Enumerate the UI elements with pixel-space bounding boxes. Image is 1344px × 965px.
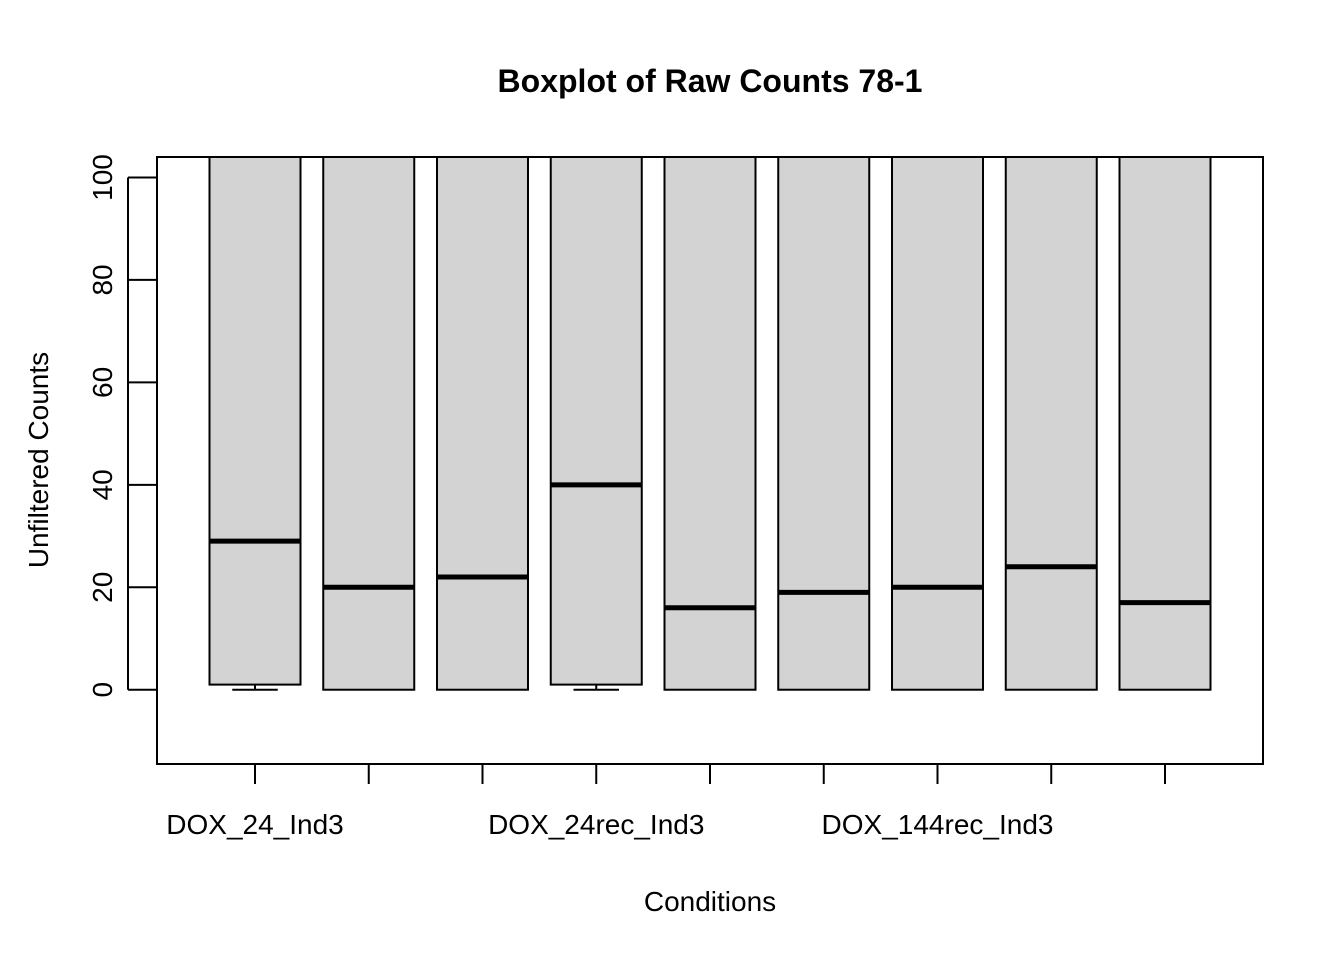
box [436, 156, 529, 691]
x-tick-label: DOX_24rec_Ind3 [488, 809, 704, 840]
box-group-1 [208, 156, 302, 691]
y-axis-label: Unfiltered Counts [23, 352, 54, 568]
x-tick-label: DOX_24_Ind3 [166, 809, 343, 840]
box-group-3 [436, 156, 529, 691]
box [891, 156, 984, 691]
y-tick-label: 20 [87, 572, 118, 603]
y-tick-label: 40 [87, 469, 118, 500]
y-tick-label: 100 [87, 154, 118, 201]
box [549, 156, 643, 686]
y-tick-label: 60 [87, 367, 118, 398]
box [1118, 156, 1212, 691]
box [1004, 156, 1098, 691]
box-group-5 [663, 156, 757, 691]
y-tick-label: 80 [87, 264, 118, 295]
box [663, 156, 757, 691]
box-group-2 [322, 156, 416, 691]
x-axis: DOX_24_Ind3 DOX_24rec_Ind3 DOX_144rec_Ind3 [166, 763, 1166, 840]
box [208, 156, 302, 686]
y-axis: 0 20 40 60 80 100 [87, 154, 156, 698]
box-group-8 [1004, 156, 1098, 691]
box-group-4 [549, 156, 643, 691]
box-group-9 [1118, 156, 1212, 691]
boxes-layer [208, 156, 1212, 691]
box [777, 156, 871, 691]
chart-title: Boxplot of Raw Counts 78-1 [498, 63, 923, 99]
box [322, 156, 416, 691]
box-group-6 [777, 156, 871, 691]
box-group-7 [891, 156, 984, 691]
y-tick-label: 0 [87, 682, 118, 698]
x-axis-label: Conditions [644, 886, 776, 917]
x-tick-label: DOX_144rec_Ind3 [822, 809, 1054, 840]
